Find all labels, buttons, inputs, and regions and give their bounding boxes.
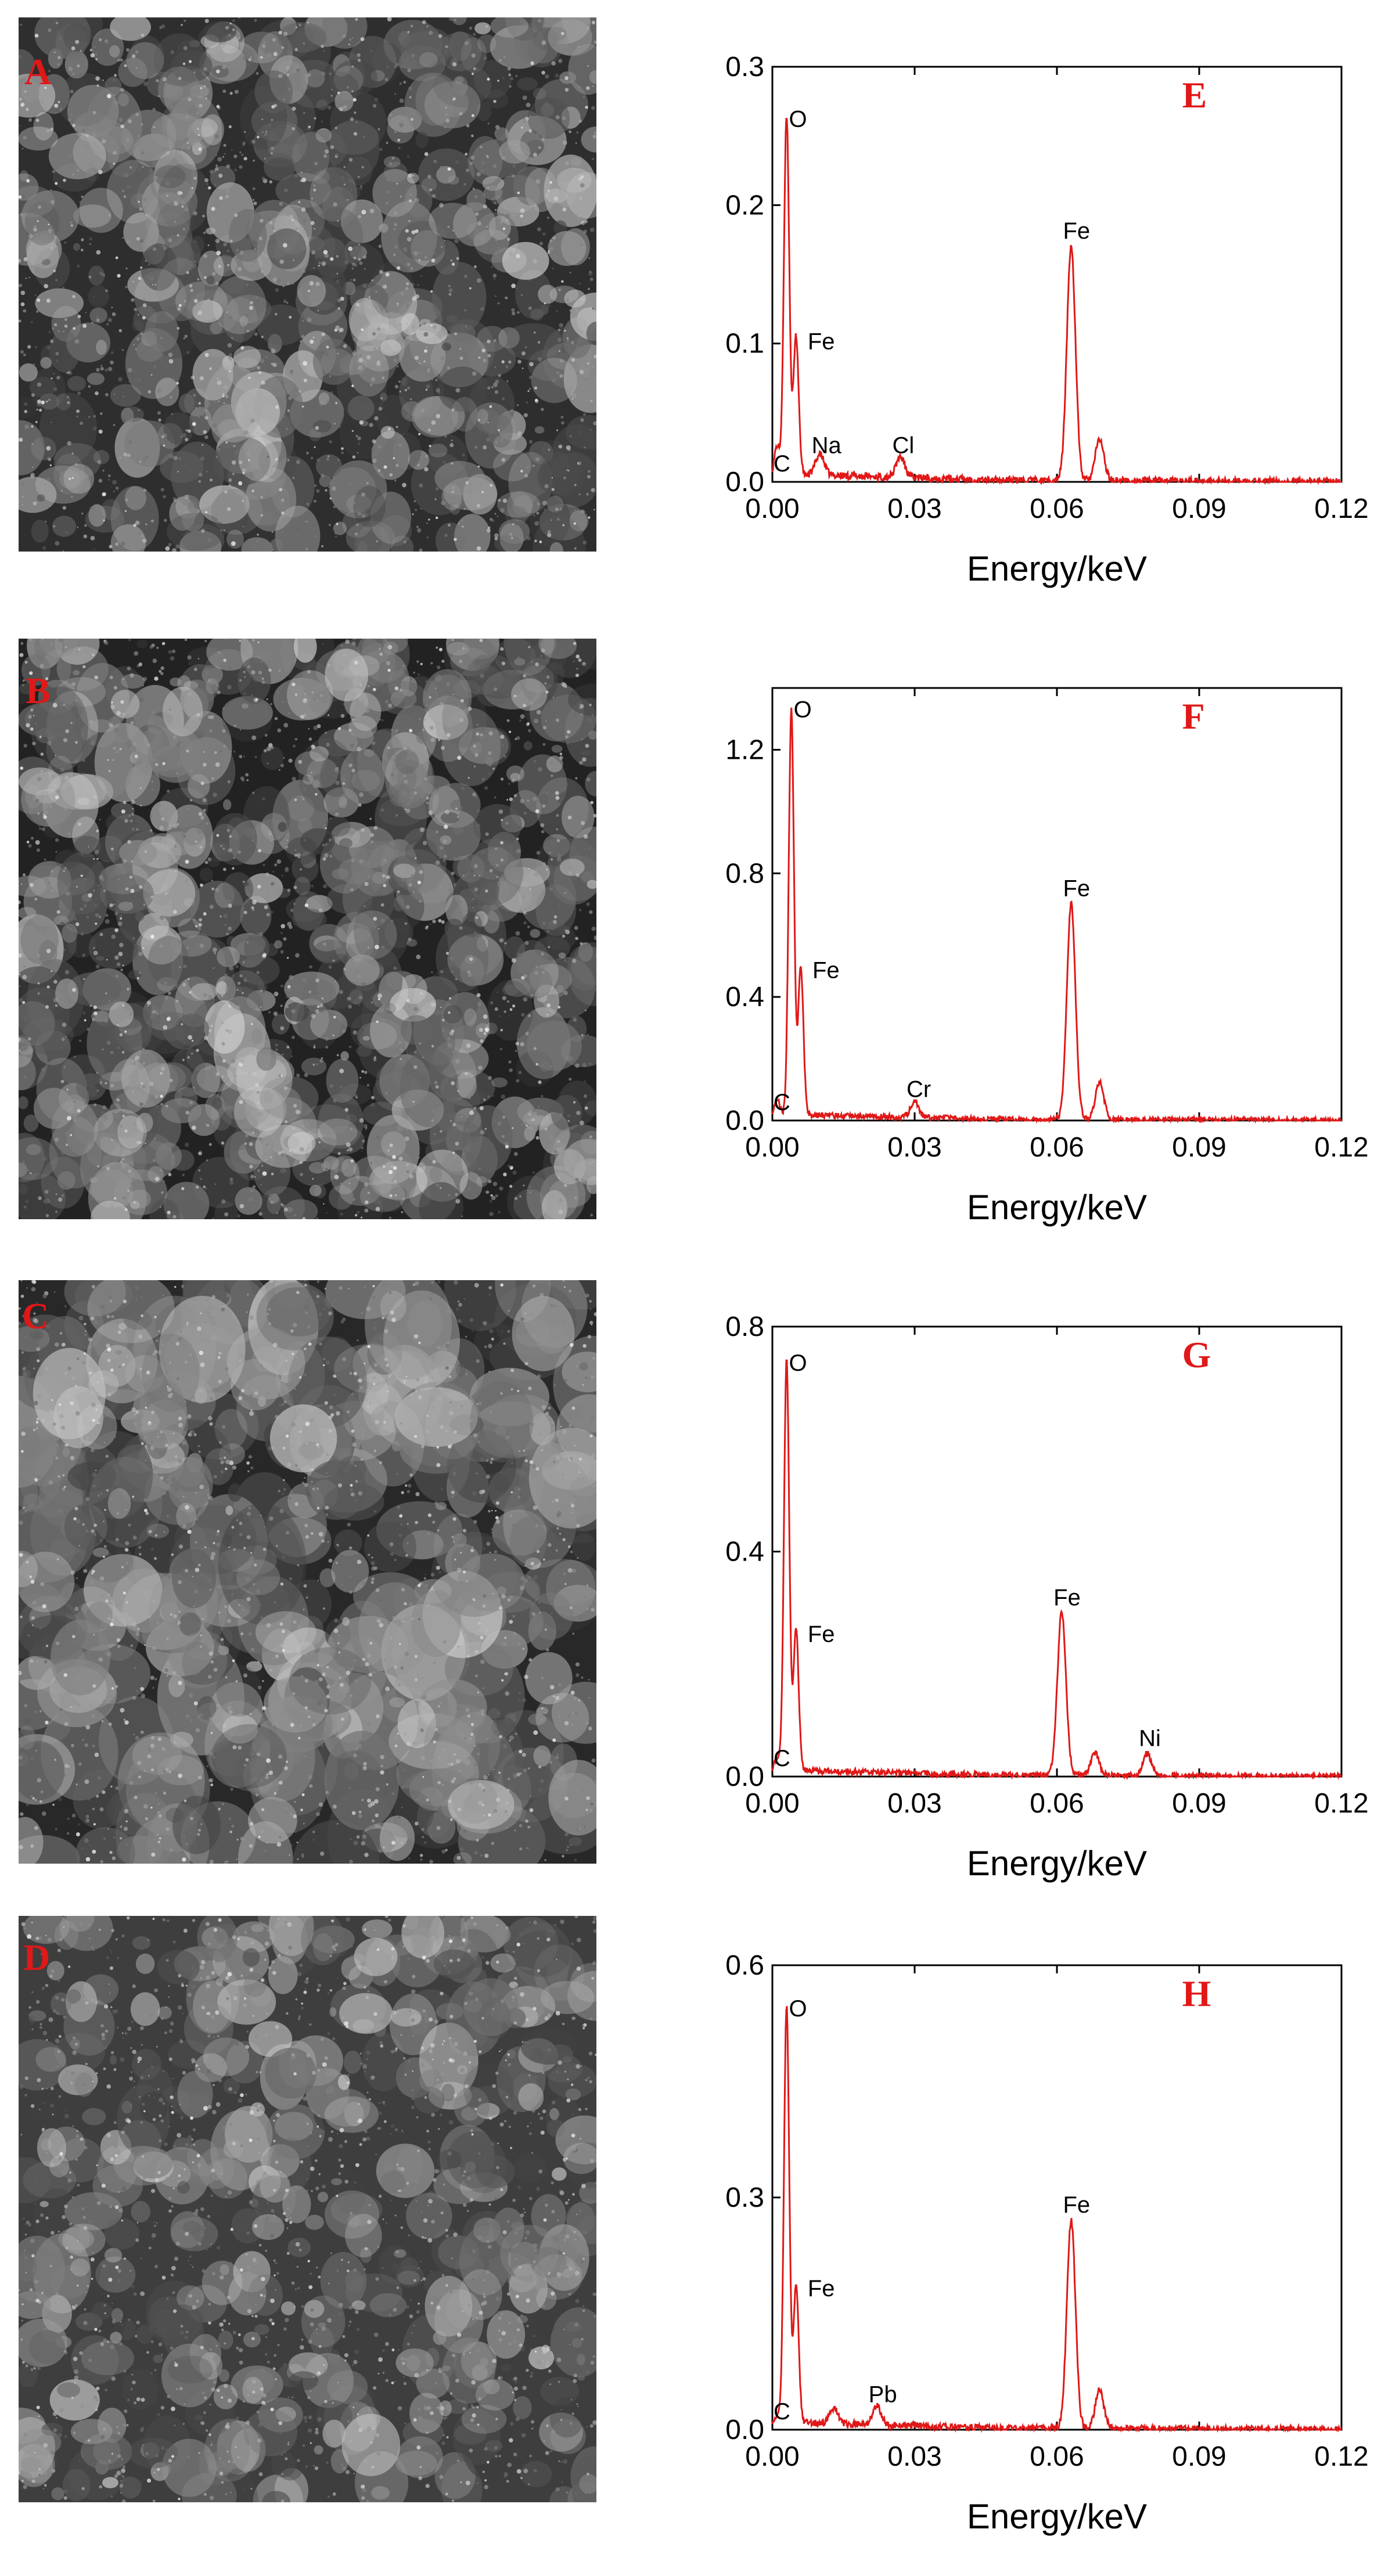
x-tick-label: 0.09: [1172, 1132, 1226, 1163]
y-tick-label: 0.4: [725, 982, 764, 1013]
eds-chart-e: 0.00 0.03 0.06 0.09 0.12 0.0 0.1 0.2 0.3 Energy/k…: [616, 17, 1368, 610]
x-tick-label: 0.00: [745, 493, 799, 524]
y-tick-label: 0.3: [725, 52, 764, 82]
x-axis-label: Energy/keV: [967, 2497, 1147, 2536]
x-tick-label: 0.00: [745, 1132, 799, 1163]
eds-chart-g: 0.00 0.03 0.06 0.09 0.12 0.0 0.4 0.8 Energy/keV G…: [616, 1277, 1368, 1904]
x-tick-label: 0.03: [887, 1132, 941, 1163]
spectrum-line: [771, 707, 1343, 1124]
peak-label-o: O: [789, 1996, 807, 2022]
eds-plot-h: 0.00 0.03 0.06 0.09 0.12 0.0 0.3 0.6 Energy/keV H…: [725, 1950, 1368, 2536]
spectrum-line: [771, 117, 1343, 485]
sem-image-a: A: [19, 17, 596, 552]
eds-chart-f: 0.00 0.03 0.06 0.09 0.12 0.0 0.4 0.8 1.2 Energy/k…: [616, 644, 1369, 1248]
eds-plot-g: 0.00 0.03 0.06 0.09 0.12 0.0 0.4 0.8 Energy/keV G…: [725, 1312, 1368, 1883]
peak-label-o: O: [789, 106, 807, 132]
spectrum-line: [771, 2006, 1343, 2433]
x-tick-label: 0.03: [887, 493, 941, 524]
peak-label-cr: Cr: [907, 1076, 931, 1102]
x-tick-label: 0.09: [1172, 493, 1226, 524]
peak-label-o: O: [794, 697, 812, 723]
sem-image-b: B: [19, 639, 596, 1219]
plot-frame: [771, 1964, 1343, 2431]
y-tick-label: 0.0: [725, 1105, 764, 1136]
panel-letter: E: [1182, 74, 1207, 116]
x-axis-label: Energy/keV: [967, 549, 1147, 588]
sem-image-c: C: [19, 1280, 596, 1864]
eds-chart-h: 0.00 0.03 0.06 0.09 0.12 0.0 0.3 0.6 Energy/keV H…: [616, 1916, 1368, 2572]
x-axis-label: Energy/keV: [967, 1844, 1147, 1883]
eds-plot-f: 0.00 0.03 0.06 0.09 0.12 0.0 0.4 0.8 1.2 Energy/k…: [725, 687, 1369, 1227]
panel-letter: H: [1182, 1973, 1211, 2014]
x-tick-label: 0.12: [1314, 1132, 1368, 1163]
sem-footer: [19, 1843, 596, 1864]
x-tick-label: 0.03: [887, 2441, 941, 2472]
y-tick-label: 0.6: [725, 1950, 764, 1981]
peak-label-cl: Cl: [893, 433, 915, 458]
plot-frame: [771, 66, 1343, 483]
y-tick-label: 0.1: [725, 329, 764, 359]
y-tick-label: 0.8: [725, 1312, 764, 1342]
peak-label-fe: Fe: [808, 2276, 835, 2301]
panel-letter-d: D: [23, 1937, 51, 1978]
sem-texture: [19, 17, 596, 552]
peak-label-c: C: [774, 1746, 790, 1771]
x-tick-label: 0.06: [1030, 1132, 1084, 1163]
peak-label-fe: Fe: [1053, 1585, 1081, 1611]
y-tick-label: 0.4: [725, 1537, 764, 1568]
x-tick-label: 0.03: [887, 1788, 941, 1819]
plot-frame: [771, 1325, 1343, 1778]
peak-label-fe: Fe: [812, 958, 840, 983]
sem-footer: [19, 2481, 596, 2502]
sem-footer: [19, 1198, 596, 1219]
peak-label-c: C: [774, 2399, 790, 2424]
x-axis-label: Energy/keV: [967, 1188, 1147, 1227]
y-tick-label: 0.8: [725, 858, 764, 889]
panel-letter-b: B: [26, 670, 51, 711]
y-tick-label: 0.0: [725, 1761, 764, 1792]
peak-label-ni: Ni: [1139, 1725, 1161, 1751]
x-tick-label: 0.06: [1030, 1788, 1084, 1819]
x-tick-label: 0.12: [1314, 2441, 1368, 2472]
sem-footer: [19, 531, 596, 552]
peak-label-c: C: [774, 1090, 790, 1115]
sem-texture: [19, 639, 596, 1219]
peak-label-c: C: [774, 451, 790, 477]
peak-label-pb: Pb: [869, 2382, 897, 2408]
y-tick-label: 1.2: [725, 734, 764, 765]
spectrum-line: [771, 1359, 1343, 1780]
x-tick-label: 0.00: [745, 2441, 799, 2472]
x-tick-label: 0.09: [1172, 2441, 1226, 2472]
panel-letter: G: [1182, 1334, 1211, 1375]
x-tick-label: 0.12: [1314, 493, 1368, 524]
sem-texture: [19, 1916, 596, 2502]
x-tick-label: 0.06: [1030, 493, 1084, 524]
x-tick-label: 0.12: [1314, 1788, 1368, 1819]
peak-label-o: O: [789, 1350, 807, 1376]
peak-label-fe: Fe: [1063, 876, 1091, 902]
peak-label-fe: Fe: [808, 1622, 835, 1647]
sem-texture: [19, 1280, 596, 1864]
panel-letter-c: C: [22, 1295, 49, 1336]
peak-label-na: Na: [812, 433, 842, 458]
sem-image-d: D: [19, 1916, 596, 2502]
x-tick-label: 0.00: [745, 1788, 799, 1819]
y-tick-label: 0.2: [725, 190, 764, 221]
y-tick-label: 0.0: [725, 467, 764, 498]
eds-plot-e: 0.00 0.03 0.06 0.09 0.12 0.0 0.1 0.2 0.3 Energy/k…: [725, 52, 1368, 588]
plot-frame: [771, 687, 1343, 1122]
panel-letter-a: A: [24, 51, 52, 92]
peak-label-fe: Fe: [1063, 2192, 1091, 2218]
peak-label-fe: Fe: [1063, 218, 1091, 244]
y-tick-label: 0.0: [725, 2415, 764, 2445]
peak-label-fe: Fe: [808, 329, 835, 355]
y-tick-label: 0.3: [725, 2182, 764, 2213]
x-tick-label: 0.09: [1172, 1788, 1226, 1819]
x-tick-label: 0.06: [1030, 2441, 1084, 2472]
panel-letter: F: [1182, 696, 1205, 737]
